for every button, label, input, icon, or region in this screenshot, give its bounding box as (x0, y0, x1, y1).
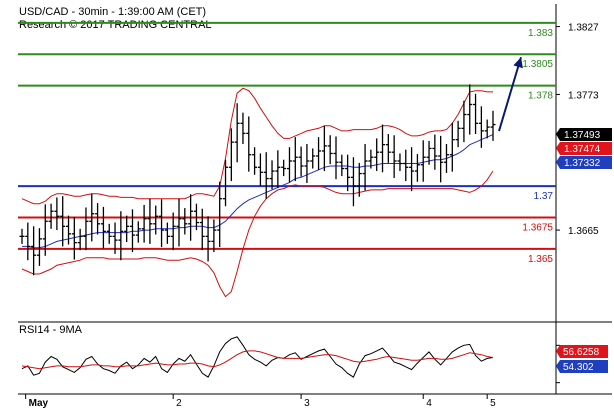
price-tag (560, 128, 612, 141)
x-tick-label: 3 (304, 398, 310, 409)
rsi-tag-pointer (556, 345, 560, 358)
rsi-line (21, 336, 494, 378)
price-tag-pointer (556, 156, 560, 169)
price-bars (19, 84, 496, 276)
y-tick-label: 1.3773 (568, 90, 599, 101)
x-tick-label: 2 (176, 398, 182, 409)
rsi-ma-label: 54.302 (563, 362, 594, 373)
price-tag-label: 1.37493 (564, 130, 601, 141)
rsi-tag-pointer (556, 360, 560, 373)
bollinger-upper-line (21, 87, 493, 205)
y-tick-label: 1.3827 (568, 23, 599, 34)
forecast-arrow (498, 56, 522, 132)
x-tick-label: 5 (490, 398, 496, 409)
moving-average-line (22, 134, 494, 249)
level-label: 1.378 (528, 91, 553, 102)
y-tick-label: 1.3665 (568, 226, 599, 237)
level-label: 1.37 (534, 191, 554, 202)
level-label: 1.383 (528, 28, 553, 39)
price-tag-pointer (556, 128, 560, 141)
price-tag-label: 1.37474 (564, 144, 601, 155)
forecast-arrow-head (513, 57, 523, 69)
price-tag-label: 1.37332 (564, 158, 601, 169)
price-tag (560, 142, 612, 155)
rsi-ma-line (21, 350, 494, 370)
bollinger-lower-line (21, 170, 494, 298)
rsi-ma-tag (560, 360, 608, 373)
price-tag-pointer (556, 142, 560, 155)
x-tick-label: 4 (426, 398, 432, 409)
rsi-title: RSI14 - 9MA (19, 324, 82, 336)
rsi-value-label: 56.6258 (563, 347, 600, 358)
level-label: 1.3805 (522, 59, 553, 70)
price-tag (560, 156, 612, 169)
level-label: 1.365 (528, 254, 553, 265)
rsi-value-tag (560, 345, 608, 358)
x-tick-label: May (29, 398, 49, 409)
chart-title: USD/CAD - 30min - 1:39:00 AM (CET) (19, 6, 207, 18)
level-label: 1.3675 (522, 223, 553, 234)
